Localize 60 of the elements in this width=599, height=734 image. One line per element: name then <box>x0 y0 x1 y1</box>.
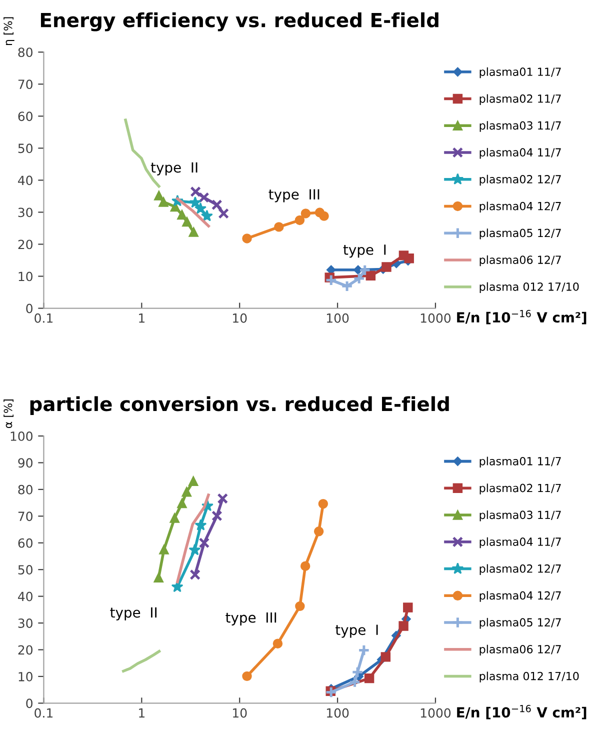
y-tick-label: 50 <box>18 565 32 575</box>
x-axis-title: E/n [10$^{−16}$ V cm²] <box>457 704 586 720</box>
legend-label: plasma02 11/7 <box>480 484 561 494</box>
legend-label: plasma04 11/7 <box>480 537 561 548</box>
legend-label: plasma02 11/7 <box>480 94 561 105</box>
y-tick-label: 40 <box>18 592 32 602</box>
x-tick-label: 100 <box>326 313 349 323</box>
legend-label: plasma05 12/7 <box>480 618 561 629</box>
annotation: type III <box>226 612 276 626</box>
y-tick-label: 60 <box>18 112 32 122</box>
legend-label: plasma05 12/7 <box>480 228 561 240</box>
y-axis-title: α [%] <box>4 400 14 428</box>
y-tick-label: 10 <box>18 272 32 282</box>
y-tick-label: 90 <box>18 458 32 468</box>
legend-label: plasma02 12/7 <box>480 564 561 575</box>
chart-title: Energy efficiency vs. reduced E-field <box>40 12 438 32</box>
y-tick-label: 10 <box>18 672 32 682</box>
y-tick-label: 60 <box>18 538 32 548</box>
x-tick-label: 10 <box>233 313 247 323</box>
y-tick-label: 30 <box>18 618 32 628</box>
legend-label: plasma04 11/7 <box>480 148 561 159</box>
legend-label: plasma03 11/7 <box>480 510 561 522</box>
annotation: type I <box>343 244 386 258</box>
legend-label: plasma06 12/7 <box>480 644 561 656</box>
y-tick-label: 70 <box>18 80 32 90</box>
legend-label: plasma 012 17/10 <box>480 282 579 294</box>
y-tick-label: 0 <box>26 698 32 708</box>
y-tick-label: 50 <box>18 144 32 154</box>
x-axis-title: E/n [10$^{−16}$ V cm²] <box>457 310 586 324</box>
x-tick-label: 1000 <box>420 708 451 718</box>
y-tick-label: 0 <box>26 304 32 314</box>
y-axis-title: η [%] <box>4 17 14 46</box>
x-tick-label: 0.1 <box>34 708 53 718</box>
y-tick-label: 20 <box>18 240 32 250</box>
y-tick-label: 30 <box>18 208 32 218</box>
legend-label: plasma01 11/7 <box>480 456 561 468</box>
legend-label: plasma 012 17/10 <box>480 672 579 682</box>
x-tick-label: 1000 <box>420 313 451 323</box>
y-tick-label: 80 <box>18 484 32 494</box>
y-tick-label: 80 <box>18 48 32 58</box>
annotation: type II <box>110 607 156 620</box>
legend-label: plasma01 11/7 <box>480 67 561 78</box>
x-tick-label: 1 <box>139 314 144 323</box>
annotation: type I <box>336 624 378 638</box>
legend-label: plasma06 12/7 <box>480 255 561 266</box>
legend-label: plasma04 12/7 <box>480 202 561 212</box>
y-tick-label: 70 <box>18 512 32 522</box>
legend-label: plasma03 11/7 <box>480 121 561 132</box>
x-tick-label: 1 <box>139 708 144 718</box>
y-tick-label: 40 <box>18 176 32 186</box>
x-tick-label: 0.1 <box>34 313 53 323</box>
x-tick-label: 100 <box>326 708 349 718</box>
y-tick-label: 100 <box>10 431 32 441</box>
x-tick-label: 10 <box>233 708 247 718</box>
annotation: type III <box>268 189 320 202</box>
chart-title: particle conversion vs. reduced E-field <box>30 396 449 416</box>
y-tick-label: 20 <box>18 645 32 655</box>
legend-label: plasma04 12/7 <box>480 591 561 602</box>
legend-label: plasma02 12/7 <box>480 174 561 186</box>
annotation: type II <box>150 162 198 176</box>
